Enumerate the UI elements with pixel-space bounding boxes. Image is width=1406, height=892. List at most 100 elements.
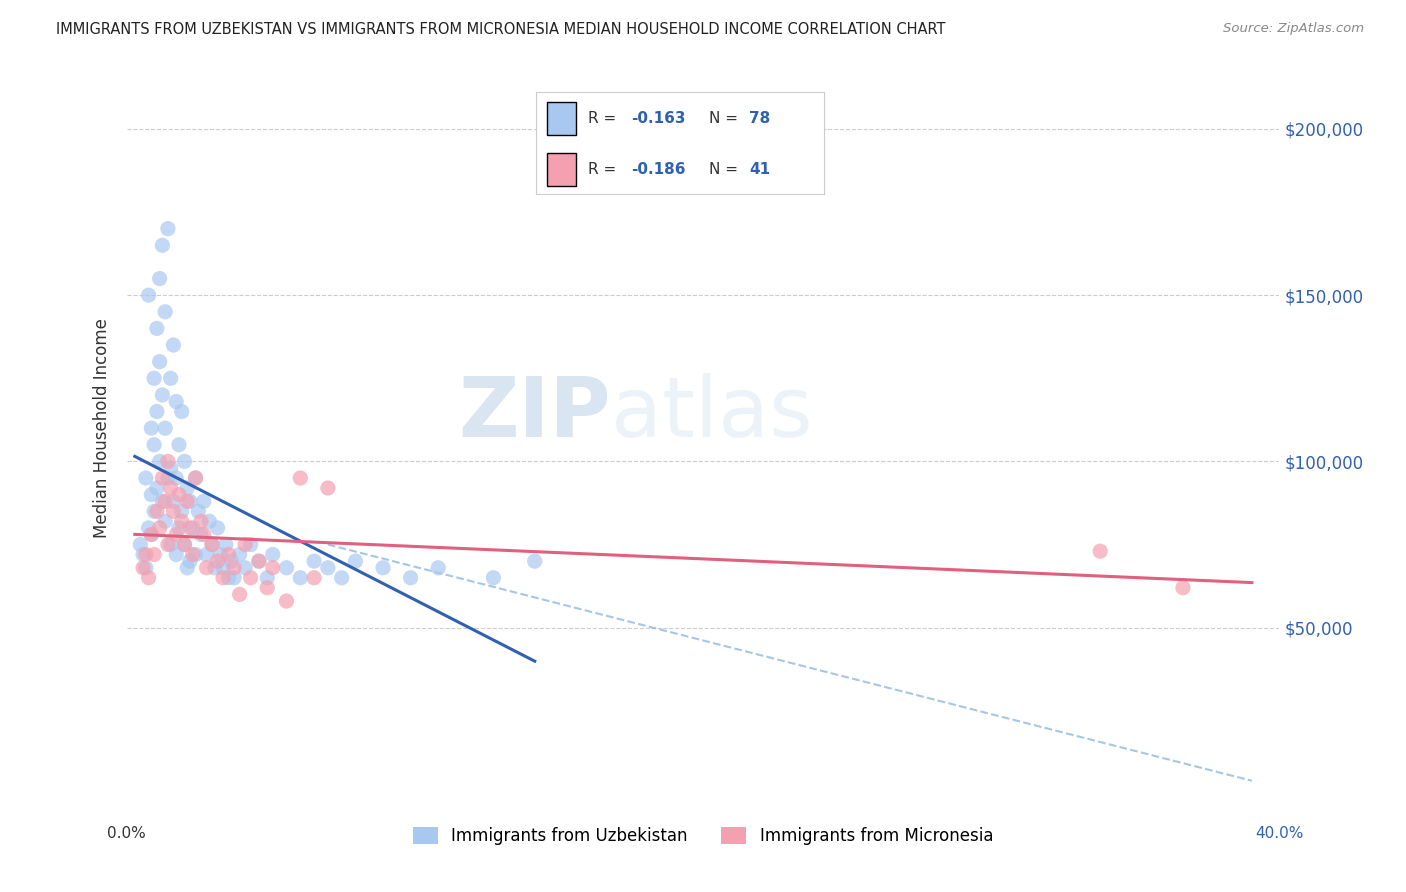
Point [143, 548, 166, 562]
Point [482, 571, 505, 585]
Point [162, 338, 184, 352]
Point [165, 527, 187, 541]
Point [152, 238, 174, 252]
Point [224, 561, 246, 575]
Point [302, 571, 325, 585]
Point [135, 548, 157, 562]
Point [207, 554, 229, 568]
Point [204, 561, 226, 575]
Point [239, 537, 262, 551]
Point [316, 481, 339, 495]
Point [159, 537, 181, 551]
Point [135, 561, 157, 575]
Point [159, 481, 181, 495]
Point [344, 554, 367, 568]
Point [198, 514, 221, 528]
Point [316, 561, 339, 575]
Point [187, 504, 209, 518]
Point [276, 561, 298, 575]
Point [184, 548, 207, 562]
Point [159, 371, 181, 385]
Point [228, 548, 250, 562]
Point [193, 494, 215, 508]
Text: 40.0%: 40.0% [1256, 826, 1303, 841]
Point [184, 471, 207, 485]
Point [228, 587, 250, 601]
Point [256, 581, 278, 595]
Point [152, 494, 174, 508]
Point [179, 494, 201, 508]
Point [256, 571, 278, 585]
Point [138, 288, 160, 302]
Text: atlas: atlas [610, 373, 813, 454]
Point [221, 554, 243, 568]
Point [149, 521, 172, 535]
Point [201, 537, 224, 551]
Point [132, 561, 155, 575]
Point [233, 537, 256, 551]
Point [143, 371, 166, 385]
Point [156, 221, 179, 235]
Point [212, 561, 235, 575]
Point [181, 521, 204, 535]
Point [215, 537, 238, 551]
Point [427, 561, 450, 575]
Point [152, 388, 174, 402]
Point [141, 488, 163, 502]
Point [201, 537, 224, 551]
Point [153, 421, 176, 435]
Point [129, 537, 152, 551]
Point [138, 521, 160, 535]
Point [153, 514, 176, 528]
Point [167, 521, 190, 535]
Point [523, 554, 546, 568]
Point [276, 594, 298, 608]
Point [135, 471, 157, 485]
Point [153, 494, 176, 508]
Point [218, 548, 240, 562]
Point [167, 488, 190, 502]
Text: IMMIGRANTS FROM UZBEKISTAN VS IMMIGRANTS FROM MICRONESIA MEDIAN HOUSEHOLD INCOME: IMMIGRANTS FROM UZBEKISTAN VS IMMIGRANTS… [56, 22, 946, 37]
Point [138, 571, 160, 585]
Point [167, 438, 190, 452]
Point [176, 561, 198, 575]
Point [149, 271, 172, 285]
Point [170, 514, 193, 528]
Point [181, 548, 204, 562]
Point [156, 454, 179, 468]
Point [173, 454, 195, 468]
Point [212, 571, 235, 585]
Point [247, 554, 270, 568]
Point [141, 421, 163, 435]
Point [184, 471, 207, 485]
Point [162, 504, 184, 518]
Point [302, 554, 325, 568]
Point [146, 321, 169, 335]
Point [1088, 544, 1111, 558]
Point [224, 571, 246, 585]
Point [233, 561, 256, 575]
Point [176, 494, 198, 508]
Point [152, 471, 174, 485]
Point [146, 404, 169, 418]
Point [143, 438, 166, 452]
Point [156, 537, 179, 551]
Point [170, 404, 193, 418]
Point [146, 504, 169, 518]
Point [165, 394, 187, 409]
Point [262, 548, 284, 562]
Point [176, 481, 198, 495]
Point [290, 471, 312, 485]
Point [132, 548, 155, 562]
Point [179, 521, 201, 535]
Text: Source: ZipAtlas.com: Source: ZipAtlas.com [1223, 22, 1364, 36]
Point [179, 554, 201, 568]
Legend: Immigrants from Uzbekistan, Immigrants from Micronesia: Immigrants from Uzbekistan, Immigrants f… [406, 820, 1000, 851]
Point [371, 561, 394, 575]
Point [218, 571, 240, 585]
Point [190, 514, 212, 528]
Point [262, 561, 284, 575]
Point [290, 571, 312, 585]
Point [162, 494, 184, 508]
Point [143, 504, 166, 518]
